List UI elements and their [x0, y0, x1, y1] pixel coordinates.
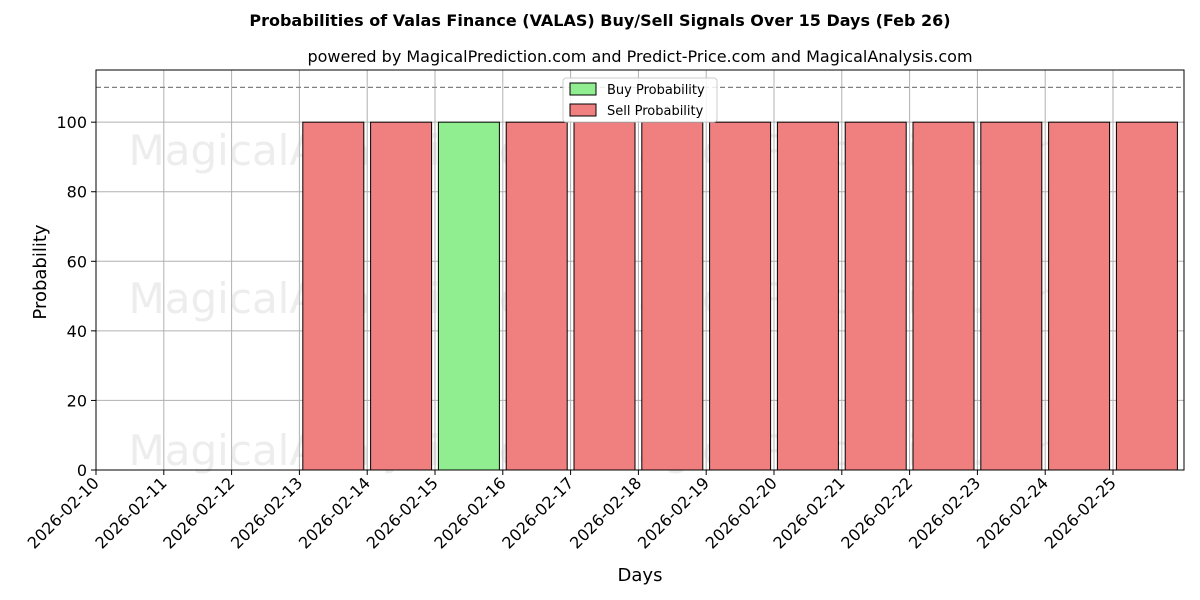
- legend: Buy Probability Sell Probability: [562, 77, 718, 123]
- y-tick-label: 80: [67, 183, 87, 202]
- bar-sell: [370, 121, 433, 471]
- bar-sell: [980, 121, 1043, 471]
- y-axis-ticks: 0 20 40 60 80 100: [56, 113, 96, 480]
- bar-sell: [1048, 121, 1111, 471]
- y-axis-label: Probability: [30, 224, 51, 319]
- bar-sell: [776, 121, 839, 471]
- x-tick-label: 2026-02-21: [769, 473, 848, 552]
- bar-sell: [1115, 121, 1178, 471]
- x-tick-label: 2026-02-20: [702, 473, 781, 552]
- chart-title: Probabilities of Valas Finance (VALAS) B…: [249, 11, 950, 30]
- x-tick-label: 2026-02-25: [1041, 473, 1120, 552]
- x-tick-label: 2026-02-14: [295, 473, 374, 552]
- legend-box: [562, 77, 718, 123]
- x-tick-label: 2026-02-19: [634, 473, 713, 552]
- x-tick-label: 2026-02-22: [837, 473, 916, 552]
- y-tick-label: 100: [56, 113, 87, 132]
- x-tick-label: 2026-02-12: [159, 473, 238, 552]
- bar-buy: [437, 121, 500, 471]
- legend-swatch-buy: [569, 82, 597, 96]
- x-tick-label: 2026-02-24: [973, 473, 1052, 552]
- x-tick-label: 2026-02-10: [24, 473, 103, 552]
- bar-sell: [302, 121, 365, 471]
- bars: [302, 121, 1178, 471]
- x-tick-label: 2026-02-15: [363, 473, 442, 552]
- y-tick-label: 60: [67, 252, 87, 271]
- legend-swatch-sell: [569, 103, 597, 117]
- bar-sell: [844, 121, 907, 471]
- x-tick-label: 2026-02-17: [498, 473, 577, 552]
- x-tick-label: 2026-02-16: [430, 473, 509, 552]
- x-tick-label: 2026-02-23: [905, 473, 984, 552]
- bar-sell: [505, 121, 568, 471]
- plot-frame: [95, 69, 1185, 471]
- x-axis-label: Days: [618, 565, 663, 586]
- y-tick-label: 40: [67, 322, 87, 341]
- x-axis-ticks: 2026-02-102026-02-112026-02-122026-02-13…: [24, 470, 1120, 553]
- bar-sell: [709, 121, 772, 471]
- x-tick-label: 2026-02-18: [566, 473, 645, 552]
- y-tick-label: 0: [77, 461, 87, 480]
- chart-subtitle: powered by MagicalPrediction.com and Pre…: [307, 47, 972, 66]
- x-tick-label: 2026-02-11: [91, 473, 170, 552]
- bar-sell: [641, 121, 704, 471]
- y-tick-label: 20: [67, 391, 87, 410]
- legend-label-sell: Sell Probability: [607, 104, 704, 119]
- legend-label-buy: Buy Probability: [607, 83, 705, 98]
- bar-sell: [573, 121, 636, 471]
- bar-sell: [912, 121, 975, 471]
- x-tick-label: 2026-02-13: [227, 473, 306, 552]
